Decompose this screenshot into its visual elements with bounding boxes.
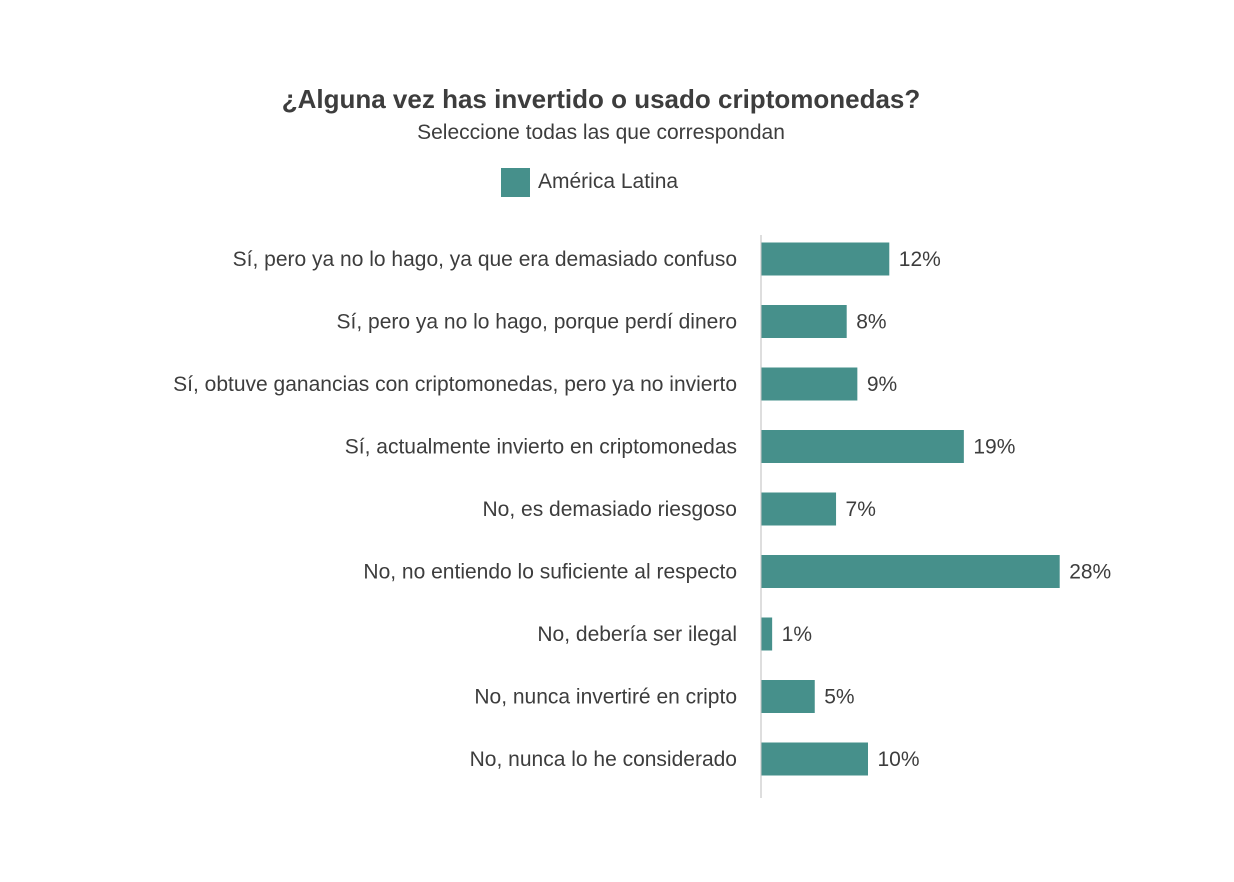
category-label: Sí, pero ya no lo hago, porque perdí din…: [337, 311, 737, 334]
bar: [761, 430, 964, 463]
category-label: No, es demasiado riesgoso: [483, 498, 737, 521]
value-label: 12%: [899, 248, 941, 271]
bar: [761, 617, 773, 651]
value-label: 5%: [824, 686, 854, 709]
category-label: No, debería ser ilegal: [537, 623, 737, 646]
bar: [761, 305, 847, 338]
category-label: Sí, pero ya no lo hago, ya que era demas…: [233, 248, 737, 271]
value-label: 19%: [973, 436, 1015, 459]
category-label: No, no entiendo lo suficiente al respect…: [363, 561, 737, 584]
legend-swatch: [501, 167, 530, 197]
category-label: Sí, actualmente invierto en criptomoneda…: [345, 436, 737, 459]
value-label: 10%: [878, 748, 920, 771]
category-label: Sí, obtuve ganancias con criptomonedas, …: [173, 373, 737, 396]
value-label: 1%: [782, 623, 812, 646]
legend: América Latina: [501, 167, 678, 197]
category-label: No, nunca lo he considerado: [470, 748, 737, 771]
bar: [761, 555, 1060, 588]
chart-subtitle: Seleccione todas las que correspondan: [417, 121, 785, 144]
value-label: 7%: [846, 498, 876, 521]
value-label: 8%: [856, 311, 886, 334]
bar: [761, 242, 890, 276]
bar: [761, 742, 868, 776]
value-label: 9%: [867, 373, 897, 396]
legend-label: América Latina: [538, 170, 679, 193]
bar: [761, 680, 815, 713]
bar: [761, 367, 858, 401]
bar: [761, 492, 837, 526]
chart-title: ¿Alguna vez has invertido o usado cripto…: [281, 84, 921, 114]
value-label: 28%: [1069, 561, 1111, 584]
category-label: No, nunca invertiré en cripto: [474, 686, 737, 709]
